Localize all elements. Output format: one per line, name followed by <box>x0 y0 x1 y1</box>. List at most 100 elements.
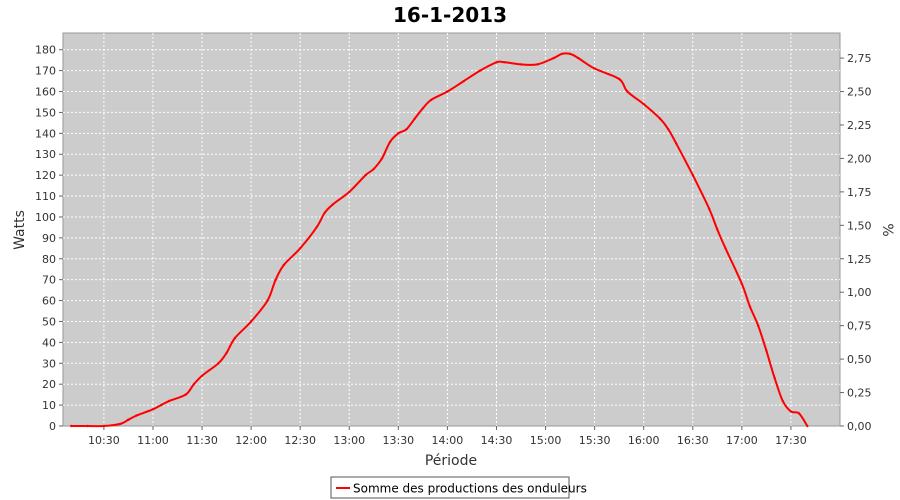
x-tick-label: 15:00 <box>530 434 562 447</box>
x-tick-label: 16:30 <box>677 434 709 447</box>
data-point <box>707 207 711 210</box>
x-tick-label: 13:00 <box>333 434 365 447</box>
x-tick-label: 11:30 <box>186 434 218 447</box>
y2-tick-label: 1,50 <box>847 219 872 232</box>
y-tick-label: 30 <box>42 357 56 370</box>
x-tick-label: 14:30 <box>481 434 513 447</box>
data-point <box>462 79 465 83</box>
data-point <box>331 203 335 206</box>
data-point <box>446 90 449 93</box>
y-tick-label: 160 <box>35 86 56 99</box>
data-point <box>675 142 678 145</box>
y-tick-label: 70 <box>42 274 56 287</box>
data-point <box>724 247 727 250</box>
y-tick-label: 150 <box>35 106 56 119</box>
y2-tick-label: 0,50 <box>847 353 872 366</box>
x-tick-label: 11:00 <box>137 434 169 447</box>
y2-tick-label: 2,50 <box>847 86 872 99</box>
data-point <box>184 393 187 396</box>
grid-lines <box>63 33 840 426</box>
y2-tick-label: 1,00 <box>847 286 872 299</box>
data-point <box>249 320 253 323</box>
y-tick-label: 40 <box>42 336 56 349</box>
data-point <box>658 117 662 120</box>
data-point <box>642 102 645 106</box>
data-point <box>748 305 752 308</box>
data-point <box>282 263 285 267</box>
y2-tick-label: 1,75 <box>847 186 872 199</box>
data-point <box>773 376 776 380</box>
data-point <box>135 414 138 417</box>
data-point <box>781 399 784 403</box>
data-point <box>217 362 220 365</box>
data-point <box>593 67 596 70</box>
y-tick-label: 110 <box>35 190 56 203</box>
y-tick-label: 80 <box>42 253 56 266</box>
data-point <box>789 410 793 413</box>
data-point <box>397 132 400 135</box>
legend: Somme des productions des onduleurs <box>330 476 587 499</box>
y-tick-label: 170 <box>35 65 56 78</box>
y2-tick-label: 0,00 <box>847 420 872 433</box>
y-tick-label: 60 <box>42 295 56 308</box>
data-point <box>102 424 106 428</box>
data-point <box>151 408 155 411</box>
y-tick-label: 0 <box>49 420 56 433</box>
data-point <box>413 117 416 120</box>
x-tick-label: 14:00 <box>432 434 464 447</box>
data-point <box>233 337 236 340</box>
data-point <box>478 69 482 72</box>
x-tick-label: 12:30 <box>284 434 316 447</box>
y-tick-label: 140 <box>35 127 56 140</box>
y-tick-label: 20 <box>42 378 56 391</box>
x-tick-label: 13:30 <box>382 434 414 447</box>
x-tick-label: 16:00 <box>628 434 660 447</box>
y-tick-label: 130 <box>35 148 56 161</box>
data-point <box>192 383 196 386</box>
chart-title: 16-1-2013 <box>393 3 507 27</box>
x-tick-label: 15:30 <box>579 434 611 447</box>
data-point <box>577 56 580 60</box>
data-point <box>274 278 277 281</box>
data-point <box>380 157 384 160</box>
data-point <box>552 56 555 60</box>
y-tick-label: 180 <box>35 44 56 57</box>
data-point <box>495 61 498 64</box>
data-point <box>691 173 694 177</box>
x-tick-label: 12:00 <box>235 434 267 447</box>
data-point <box>519 63 523 66</box>
y2-tick-label: 2,75 <box>847 52 872 65</box>
data-point <box>159 403 163 407</box>
data-point <box>568 52 572 56</box>
data-point <box>225 351 228 354</box>
legend-box <box>330 476 570 499</box>
x-axis-ticks: 10:30 11:00 11:30 12:00 12:30 13:00 13:30 14:00… <box>88 426 807 447</box>
data-point <box>806 424 809 428</box>
y-tick-label: 90 <box>42 232 56 245</box>
data-point <box>765 349 768 352</box>
data-point <box>168 399 171 403</box>
y2-tick-label: 0,75 <box>847 320 872 333</box>
data-point <box>626 90 629 93</box>
x-axis-label: Période <box>425 453 477 469</box>
data-point <box>797 412 801 415</box>
series-line-0 <box>71 52 809 428</box>
data-point <box>503 61 506 64</box>
data-point <box>667 128 670 131</box>
data-point <box>86 424 89 428</box>
y-tick-label: 120 <box>35 169 56 182</box>
data-point <box>348 190 351 194</box>
data-point <box>740 282 744 286</box>
data-point <box>618 77 621 81</box>
y-tick-label: 10 <box>42 399 56 412</box>
series-layer <box>70 52 809 428</box>
y2-tick-label: 2,25 <box>847 119 872 132</box>
y-tick-label: 50 <box>42 315 56 328</box>
data-point <box>421 107 425 110</box>
data-point <box>119 422 122 426</box>
data-point <box>323 211 326 214</box>
y2-tick-label: 1,25 <box>847 253 872 266</box>
x-tick-label: 17:00 <box>726 434 758 447</box>
